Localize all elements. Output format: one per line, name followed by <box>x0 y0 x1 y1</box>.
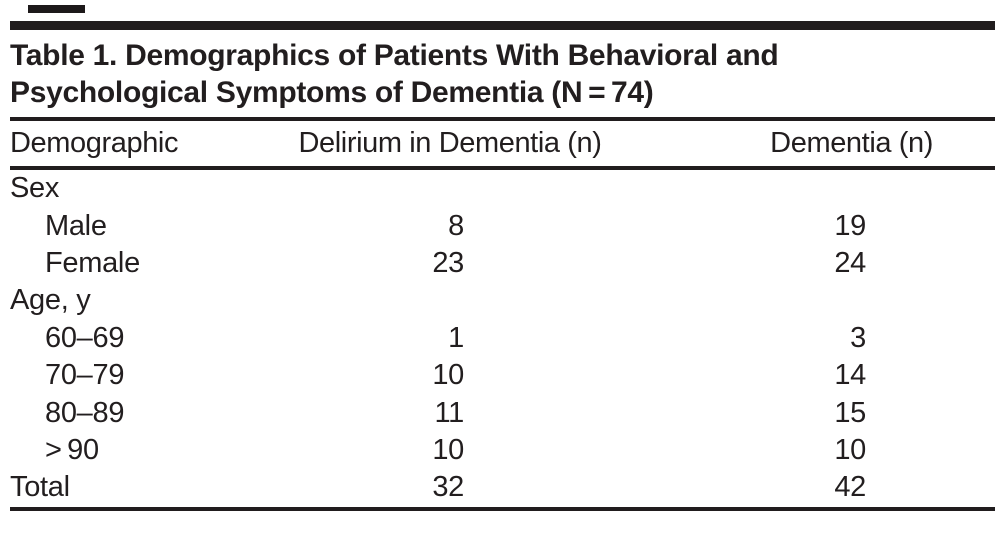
row-label-cell: Female <box>45 246 140 279</box>
delirium-value-cell <box>250 282 650 319</box>
table-row: Total 32 42 <box>10 469 995 508</box>
dementia-value-cell: 3 <box>850 321 866 354</box>
dementia-value-cell: 19 <box>834 209 866 242</box>
dementia-value-cell: 24 <box>834 246 866 279</box>
dementia-value-cell: 14 <box>834 359 866 392</box>
delirium-value-cell: 10 <box>432 433 464 466</box>
table-title-line2: Psychological Symptoms of Dementia (N = … <box>10 76 654 109</box>
table-row: > 90 10 10 <box>10 432 995 469</box>
table-block: Table 1. Demographics of Patients With B… <box>10 21 995 511</box>
demographics-table: Demographic Delirium in Dementia (n) Dem… <box>10 121 995 511</box>
table-title-line1: Table 1. Demographics of Patients With B… <box>10 39 779 72</box>
dementia-value-cell: 15 <box>834 396 866 429</box>
print-artifact-mark <box>28 5 85 13</box>
column-header-demographic: Demographic <box>10 121 250 170</box>
table-row: Sex <box>10 168 995 207</box>
column-header-dementia: Dementia (n) <box>650 121 995 170</box>
table-top-rule <box>10 21 995 30</box>
table-row: Male 8 19 <box>10 207 995 244</box>
row-label-cell: 80–89 <box>45 396 125 429</box>
row-label-cell: Male <box>45 209 107 242</box>
delirium-value-cell: 8 <box>448 209 464 242</box>
dementia-value-cell <box>650 282 995 319</box>
title-bottom-rule <box>10 117 995 121</box>
table-row: 70–79 10 14 <box>10 357 995 394</box>
table-row: 60–69 1 3 <box>10 320 995 357</box>
delirium-value-cell: 32 <box>432 471 464 504</box>
row-label-cell: 60–69 <box>45 321 125 354</box>
table-row: Age, y <box>10 282 995 319</box>
dementia-value-cell: 10 <box>834 433 866 466</box>
table-header: Demographic Delirium in Dementia (n) Dem… <box>10 121 995 170</box>
table-body: Sex Male 8 19 Female 23 24 <box>10 168 995 509</box>
row-label-cell: Sex <box>10 172 60 205</box>
table-row: Female 23 24 <box>10 245 995 282</box>
delirium-value-cell: 23 <box>432 246 464 279</box>
row-label-cell: Age, y <box>10 284 91 317</box>
delirium-value-cell: 1 <box>448 321 464 354</box>
row-label-cell: Total <box>10 471 70 504</box>
delirium-value-cell: 11 <box>434 396 464 429</box>
row-label-cell: 70–79 <box>45 359 125 392</box>
column-header-delirium-in-dementia: Delirium in Dementia (n) <box>250 121 650 170</box>
dementia-value-cell: 42 <box>834 471 866 504</box>
table-title: Table 1. Demographics of Patients With B… <box>10 37 995 111</box>
delirium-value-cell: 10 <box>432 359 464 392</box>
delirium-value-cell <box>250 168 650 207</box>
dementia-value-cell <box>650 168 995 207</box>
header-row: Demographic Delirium in Dementia (n) Dem… <box>10 121 995 170</box>
row-label-cell: > 90 <box>45 433 99 466</box>
table-row: 80–89 11 15 <box>10 394 995 431</box>
